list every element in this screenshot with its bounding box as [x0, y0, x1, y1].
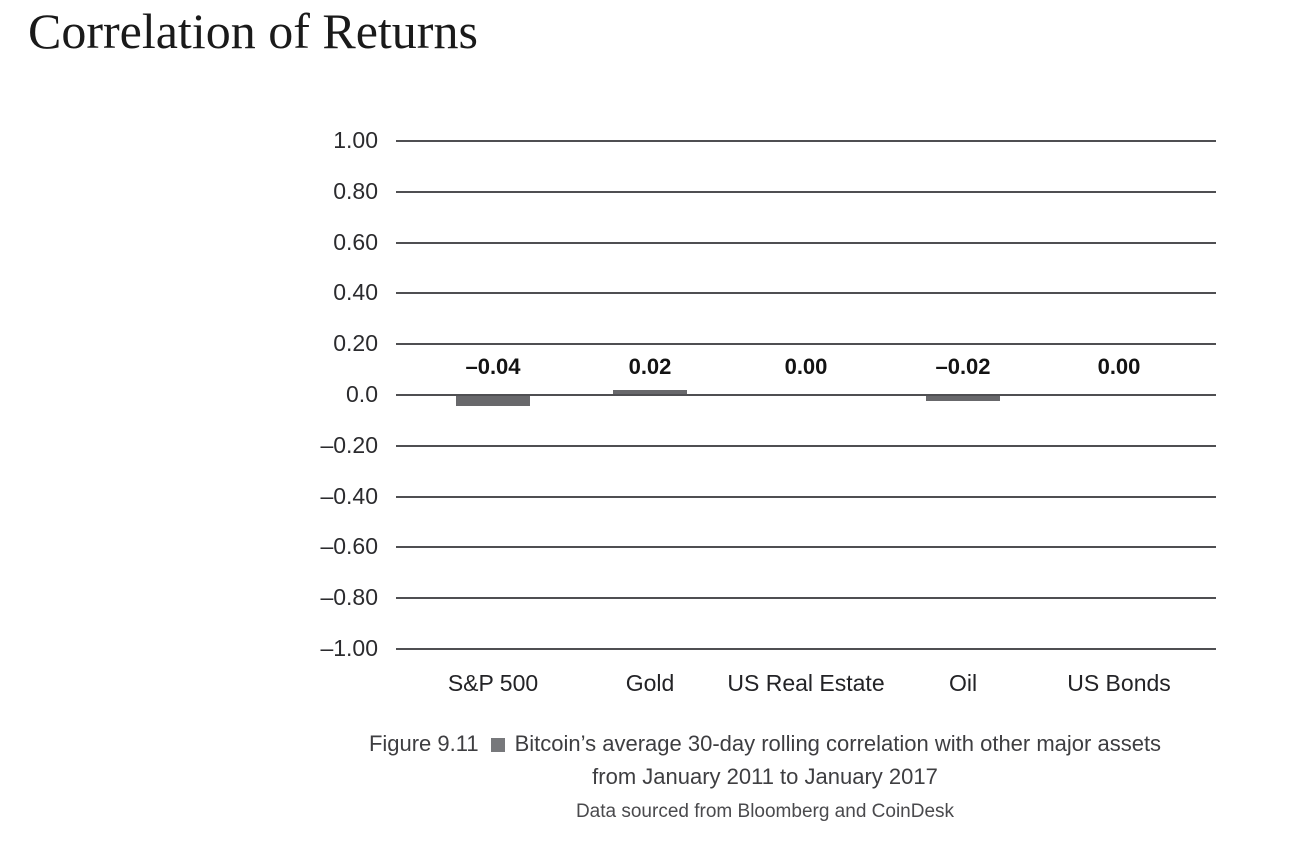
gridline [396, 648, 1216, 650]
x-axis-category-label: Oil [948, 670, 978, 696]
bar-value-label: 0.00 [784, 354, 828, 379]
y-axis-tick-label: –0.40 [320, 483, 378, 509]
gridline [396, 140, 1216, 142]
y-axis-tick-label: 1.00 [333, 127, 378, 153]
x-axis-category-label: US Real Estate [727, 670, 885, 696]
x-axis-category-label: US Bonds [1067, 670, 1171, 696]
x-axis-category-label: Gold [625, 670, 675, 696]
gridline [396, 242, 1216, 244]
y-axis-tick-label: –0.80 [320, 584, 378, 610]
correlation-bar-chart: 1.00 0.80 0.60 0.40 0.20 0.0 –0.20 –0.40 –0.60 –0… [320, 127, 1216, 696]
bar-gold [613, 390, 687, 395]
gridline [396, 597, 1216, 599]
figure-number-label: Figure 9.11 [368, 731, 479, 756]
y-axis-tick-label: 0.40 [333, 279, 378, 305]
caption-data-source: Data sourced from Bloomberg and CoinDesk [575, 801, 955, 822]
x-axis-category-label: S&P 500 [447, 670, 539, 696]
bar-value-label: –0.02 [935, 354, 991, 379]
gridline [396, 394, 1216, 396]
y-axis-tick-label: 0.60 [333, 229, 378, 255]
bar-value-label: 0.02 [628, 354, 672, 379]
y-axis-tick-label: 0.80 [333, 178, 378, 204]
bar-value-label: 0.00 [1097, 354, 1141, 379]
y-axis-tick-label: 0.20 [333, 330, 378, 356]
bar-value-label: –0.04 [465, 354, 521, 379]
gridline [396, 496, 1216, 498]
y-axis-tick-label: –1.00 [320, 635, 378, 661]
gridline [396, 292, 1216, 294]
caption-date-range: from January 2011 to January 2017 [592, 764, 938, 789]
y-axis-tick-label: 0.0 [346, 381, 378, 407]
caption-line-1: Figure 9.11 Bitcoin’s average 30-day roll… [215, 729, 1307, 759]
bar-s-p-500 [456, 396, 530, 406]
gridline [396, 546, 1216, 548]
figure-caption: Figure 9.11 Bitcoin’s average 30-day roll… [215, 729, 1307, 824]
square-bullet-icon [490, 738, 505, 752]
caption-text: Bitcoin’s average 30-day rolling correla… [514, 731, 1162, 756]
page-title: Correlation of Returns [28, 3, 478, 59]
bar-oil [926, 396, 1000, 401]
y-axis-tick-label: –0.20 [320, 432, 378, 458]
gridline [396, 445, 1216, 447]
y-axis-tick-label: –0.60 [320, 533, 378, 559]
gridline [396, 191, 1216, 193]
gridline [396, 343, 1216, 345]
